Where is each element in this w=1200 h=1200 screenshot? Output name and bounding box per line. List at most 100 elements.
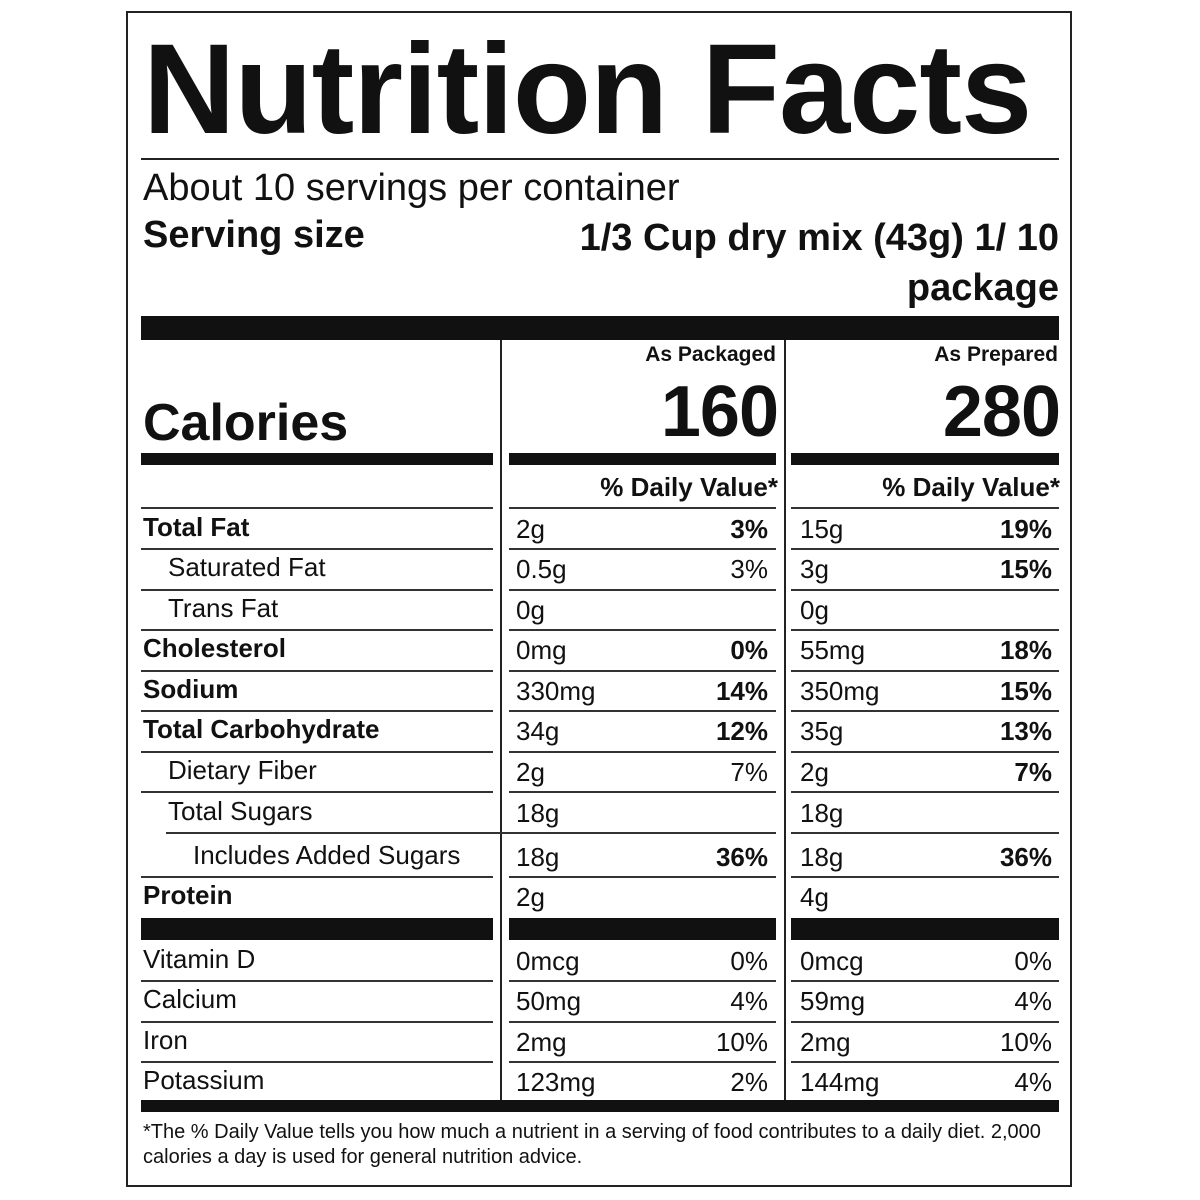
calories-prepared: 280 xyxy=(942,372,1061,452)
row-divider xyxy=(141,791,493,793)
row-divider xyxy=(791,710,1059,712)
dv-prepared: 36% xyxy=(999,842,1052,872)
row-divider xyxy=(141,507,493,509)
row-divider xyxy=(509,1021,776,1023)
amount-prepared: 144mg xyxy=(800,1067,880,1097)
amount-prepared: 15g xyxy=(800,514,844,544)
row-divider xyxy=(791,589,1059,591)
amount-packaged: 123mg xyxy=(516,1067,596,1097)
dv-packaged: 4% xyxy=(730,986,768,1016)
row-divider xyxy=(141,751,493,753)
calories-bar-right xyxy=(791,453,1059,465)
amount-packaged: 34g xyxy=(516,716,560,746)
row-divider xyxy=(509,980,776,982)
amount-prepared: 18g xyxy=(800,842,844,872)
amount-packaged: 2g xyxy=(516,757,545,787)
row-divider xyxy=(141,548,493,550)
amount-prepared: 55mg xyxy=(800,635,866,665)
dv-packaged: 3% xyxy=(730,554,768,584)
row-divider xyxy=(791,548,1059,550)
dv-prepared: 13% xyxy=(999,716,1052,746)
dv-prepared: 0% xyxy=(1014,946,1052,976)
row-divider xyxy=(141,589,493,591)
dv-prepared: 18% xyxy=(999,635,1052,665)
calories-bar-mid xyxy=(509,453,776,465)
dv-packaged: 0% xyxy=(730,946,768,976)
row-divider xyxy=(791,980,1059,982)
column-divider-right xyxy=(784,340,786,1100)
column-divider-left xyxy=(500,340,502,1100)
vitamin-bar-left xyxy=(141,918,493,940)
row-divider xyxy=(509,791,776,793)
dv-prepared: 7% xyxy=(1014,757,1052,787)
vitamin-bar-right xyxy=(791,918,1059,940)
row-divider xyxy=(791,791,1059,793)
amount-prepared: 3g xyxy=(800,554,829,584)
row-divider xyxy=(509,832,776,834)
row-divider xyxy=(791,1061,1059,1063)
vitamin-bar-mid xyxy=(509,918,776,940)
row-divider xyxy=(141,876,493,878)
amount-packaged: 0g xyxy=(516,595,545,625)
row-divider xyxy=(791,876,1059,878)
dv-prepared: 15% xyxy=(999,554,1052,584)
dv-packaged: 12% xyxy=(715,716,768,746)
dv-packaged: 0% xyxy=(730,635,768,665)
nutrient-name: Saturated Fat xyxy=(168,552,326,582)
row-divider xyxy=(509,589,776,591)
nutrient-name: Includes Added Sugars xyxy=(193,840,461,870)
row-divider xyxy=(509,670,776,672)
nutrient-name: Total Sugars xyxy=(168,796,313,826)
row-divider xyxy=(141,1021,493,1023)
row-divider xyxy=(509,629,776,631)
row-divider xyxy=(141,980,493,982)
amount-packaged: 0mg xyxy=(516,635,567,665)
amount-packaged: 50mg xyxy=(516,986,582,1016)
amount-packaged: 2g xyxy=(516,514,545,544)
row-divider xyxy=(791,629,1059,631)
amount-packaged: 330mg xyxy=(516,676,596,706)
nutrient-name: Calcium xyxy=(143,984,237,1014)
row-divider xyxy=(791,670,1059,672)
nutrition-label xyxy=(126,11,1072,1187)
nutrient-name: Cholesterol xyxy=(143,633,287,663)
row-divider xyxy=(141,710,493,712)
amount-prepared: 59mg xyxy=(800,986,866,1016)
nutrient-name: Dietary Fiber xyxy=(168,755,317,785)
row-divider xyxy=(509,548,776,550)
row-divider xyxy=(509,876,776,878)
dv-packaged: 14% xyxy=(715,676,768,706)
dv-packaged: 3% xyxy=(730,514,768,544)
row-divider xyxy=(141,670,493,672)
row-divider xyxy=(509,1061,776,1063)
dv-packaged: 2% xyxy=(730,1067,768,1097)
amount-prepared: 350mg xyxy=(800,676,880,706)
row-divider xyxy=(791,832,1059,834)
serving-size-value: 1/3 Cup dry mix (43g) 1/ 10 package xyxy=(579,217,1059,309)
footnote: *The % Daily Value tells you how much a … xyxy=(143,1121,1041,1168)
row-divider xyxy=(509,507,776,509)
row-divider xyxy=(791,751,1059,753)
servings-per-container: About 10 servings per container xyxy=(143,167,680,209)
amount-prepared: 4g xyxy=(800,882,829,912)
row-divider xyxy=(166,832,518,834)
dv-packaged: 10% xyxy=(715,1027,768,1057)
dv-prepared: 15% xyxy=(999,676,1052,706)
dv-prepared: 10% xyxy=(999,1027,1052,1057)
thick-divider-top xyxy=(141,316,1059,340)
amount-packaged: 0.5g xyxy=(516,554,567,584)
nutrient-name: Total Carbohydrate xyxy=(143,714,380,744)
row-divider xyxy=(509,751,776,753)
row-divider xyxy=(141,629,493,631)
as-packaged-header: As Packaged xyxy=(645,343,776,366)
amount-prepared: 0g xyxy=(800,595,829,625)
dv-prepared: 19% xyxy=(999,514,1052,544)
dv-packaged: 36% xyxy=(715,842,768,872)
amount-packaged: 0mcg xyxy=(516,946,580,976)
daily-value-header-prepared: % Daily Value* xyxy=(882,472,1060,502)
nutrient-name: Iron xyxy=(143,1025,188,1055)
serving-size-label: Serving size xyxy=(143,214,365,256)
dv-prepared: 4% xyxy=(1014,1067,1052,1097)
nutrient-name: Vitamin D xyxy=(143,944,256,974)
label-title: Nutrition Facts xyxy=(143,18,1032,161)
